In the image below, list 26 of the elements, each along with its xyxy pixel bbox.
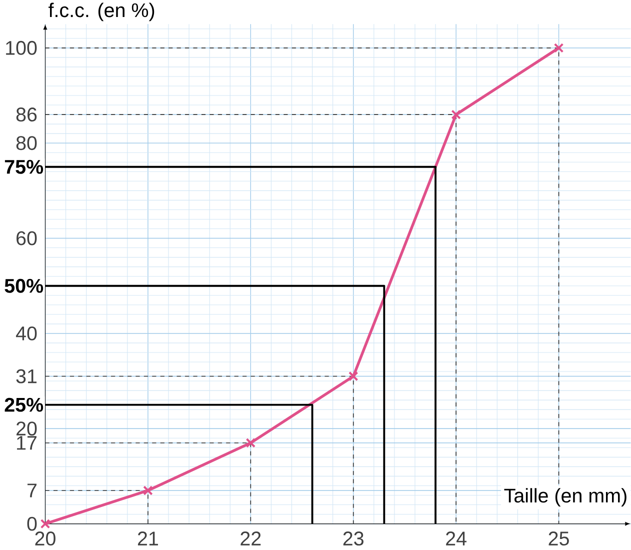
point [451, 110, 461, 120]
x-tick-label: 24 [446, 532, 466, 546]
y-tick-label: 17 [17, 436, 36, 450]
point [246, 438, 256, 448]
y-tick-label: 86 [16, 108, 37, 122]
y-tick-label: 100 [6, 40, 37, 55]
y-axis-title: f.c.c. (en %) [48, 2, 154, 22]
y-tick-label: 80 [16, 136, 37, 150]
series-label: 50% [4, 278, 44, 293]
series-label: 75% [4, 160, 44, 174]
x-axis-title: Taille (en mm) [504, 488, 626, 506]
x-tick-label: 23 [343, 532, 364, 546]
point [554, 42, 564, 53]
series-label: 25% [4, 398, 44, 412]
point [348, 371, 358, 382]
y-tick-label: 60 [16, 231, 37, 246]
x-tick-label: 25 [548, 532, 569, 546]
y-tick-label: 7 [28, 484, 36, 498]
y-tick-label: 20 [16, 422, 37, 436]
y-tick-label: 31 [16, 369, 37, 384]
point [40, 518, 50, 529]
x-tick-label: 21 [138, 532, 158, 546]
y-tick-label: 0 [27, 516, 37, 531]
y-tick-label: 40 [16, 326, 37, 340]
point [143, 486, 153, 496]
x-tick-label: 22 [240, 532, 261, 546]
